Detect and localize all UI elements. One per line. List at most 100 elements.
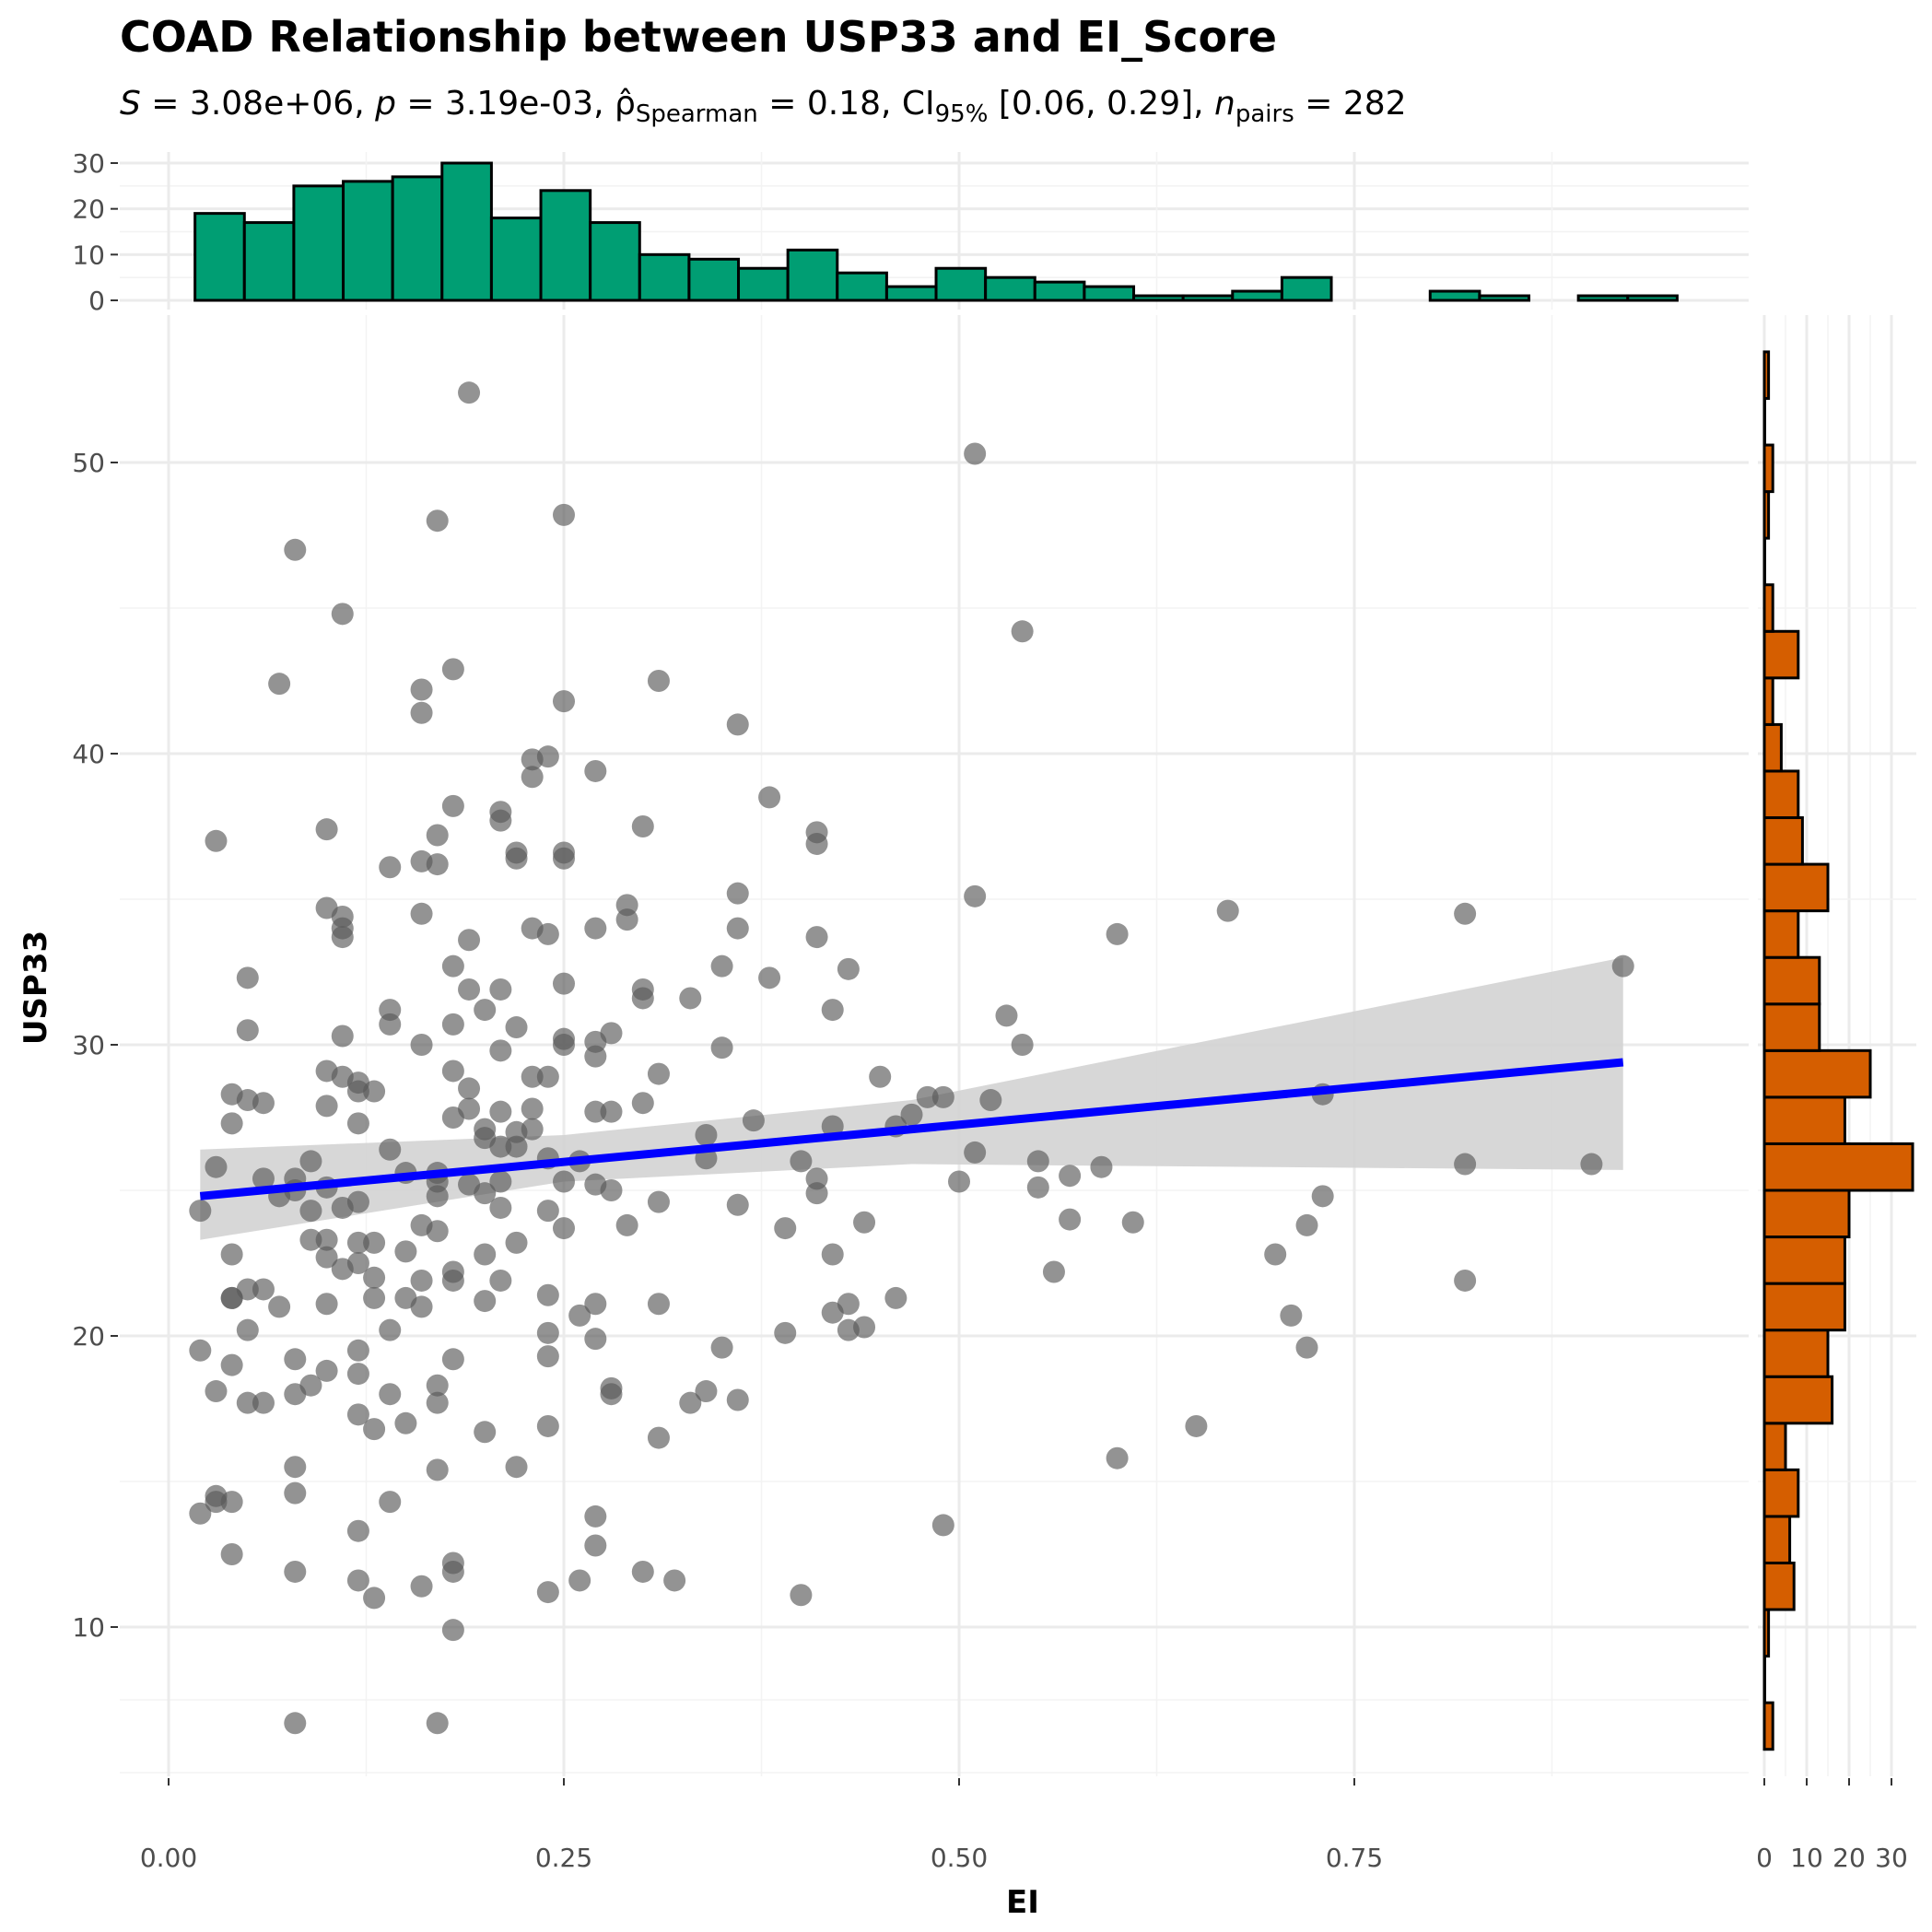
scatter-point bbox=[489, 1100, 512, 1123]
scatter-point bbox=[1011, 1034, 1034, 1056]
scatter-point bbox=[236, 1318, 259, 1341]
scatter-point bbox=[299, 1228, 322, 1251]
scatter-point bbox=[315, 1228, 338, 1251]
scatter-point bbox=[410, 902, 433, 925]
scatter-point bbox=[1454, 1269, 1477, 1292]
scatter-point bbox=[379, 1013, 402, 1036]
scatter-point bbox=[758, 786, 781, 809]
scatter-point bbox=[346, 1569, 369, 1592]
scatter-point bbox=[805, 1182, 828, 1205]
scatter-point bbox=[1090, 1155, 1113, 1178]
scatter-point bbox=[631, 815, 654, 837]
scatter-point bbox=[774, 1217, 797, 1240]
scatter-point bbox=[458, 1097, 481, 1120]
scatter-point bbox=[458, 929, 481, 952]
scatter-point bbox=[1042, 1260, 1065, 1283]
right-hist-bar bbox=[1762, 1048, 1872, 1099]
scatter-point bbox=[584, 1100, 607, 1123]
right-hist-bar bbox=[1762, 816, 1804, 866]
scatter-point bbox=[521, 1118, 544, 1141]
right-hist-bar bbox=[1762, 1655, 1766, 1704]
scatter-point bbox=[489, 1269, 512, 1292]
scatter-point bbox=[252, 1092, 275, 1115]
scatter-point bbox=[1295, 1213, 1318, 1236]
scatter-point bbox=[916, 1085, 939, 1108]
scatter-point bbox=[394, 1411, 417, 1434]
scatter-panel: 0.00 0.25 0.50 0.75 10 20 30 40 50 bbox=[72, 315, 1749, 1873]
scatter-point bbox=[1311, 1185, 1334, 1208]
scatter-point bbox=[346, 1363, 369, 1386]
top-hist-bar bbox=[1478, 294, 1531, 302]
scatter-point bbox=[553, 503, 575, 526]
scatter-point bbox=[600, 1376, 623, 1399]
right-hist-bar bbox=[1762, 1375, 1834, 1425]
scatter-point bbox=[505, 1231, 528, 1254]
scatter-point bbox=[441, 1060, 464, 1083]
scatter-point bbox=[441, 1013, 464, 1036]
scatter-point bbox=[553, 690, 575, 713]
subtitle-s-value: = 3.08e+06, bbox=[141, 85, 375, 123]
top-hist-bar bbox=[934, 266, 988, 302]
scatter-point bbox=[379, 1138, 402, 1161]
scatter-point bbox=[536, 922, 559, 945]
top-hist-bar bbox=[1428, 289, 1481, 302]
scatter-point bbox=[568, 1304, 591, 1327]
scatter-point bbox=[474, 1290, 497, 1313]
scatter-point bbox=[1454, 902, 1477, 925]
top-hist-bar bbox=[884, 285, 938, 302]
scatter-point bbox=[363, 1587, 386, 1610]
scatter-point bbox=[631, 987, 654, 1010]
scatter-point bbox=[821, 1243, 844, 1266]
y-tick-label: 30 bbox=[72, 1030, 105, 1060]
scatter-point bbox=[363, 1266, 386, 1289]
scatter-point bbox=[410, 1295, 433, 1318]
scatter-point bbox=[441, 1260, 464, 1283]
scatter-point bbox=[995, 1004, 1018, 1027]
top-hist-bar bbox=[489, 217, 543, 302]
scatter-point bbox=[695, 1123, 718, 1146]
scatter-point bbox=[331, 603, 354, 626]
scatter-point bbox=[189, 1502, 212, 1525]
scatter-point bbox=[346, 1190, 369, 1213]
scatter-point bbox=[553, 1034, 575, 1056]
scatter-point bbox=[679, 987, 702, 1010]
scatter-point bbox=[853, 1316, 876, 1339]
scatter-point bbox=[299, 1200, 322, 1223]
top-histogram-panel: 0 10 20 30 bbox=[72, 148, 1749, 316]
scatter-point bbox=[964, 442, 987, 465]
scatter-point bbox=[284, 1481, 307, 1505]
scatter-point bbox=[505, 1456, 528, 1479]
subtitle-n-value: = 282 bbox=[1294, 85, 1407, 123]
scatter-point bbox=[315, 818, 338, 841]
scatter-point bbox=[379, 856, 402, 879]
right-hist-bar bbox=[1762, 862, 1830, 913]
scatter-point bbox=[410, 1034, 433, 1056]
subtitle-s-label: S bbox=[120, 85, 141, 123]
right-hist-bar bbox=[1762, 536, 1766, 587]
chart-title: COAD Relationship between USP33 and EI_S… bbox=[120, 12, 1277, 62]
right-hist-bar bbox=[1762, 1515, 1792, 1564]
scatter-point bbox=[536, 1283, 559, 1306]
scatter-point bbox=[426, 1712, 449, 1735]
scatter-point bbox=[441, 794, 464, 817]
scatter-point bbox=[758, 966, 781, 989]
scatter-point bbox=[236, 1391, 259, 1414]
scatter-point bbox=[663, 1569, 686, 1592]
scatter-point bbox=[426, 824, 449, 847]
scatter-point bbox=[536, 1321, 559, 1344]
subtitle-p-label: p bbox=[374, 85, 396, 123]
scatter-point bbox=[710, 954, 733, 978]
scatter-point bbox=[600, 1100, 623, 1123]
scatter-point bbox=[584, 759, 607, 782]
scatter-point bbox=[647, 1190, 670, 1213]
y-tick-label: 40 bbox=[72, 739, 105, 769]
subtitle-rho-symbol: ρ̂ bbox=[615, 85, 636, 123]
right-hist-bar bbox=[1762, 629, 1800, 680]
y-tick-label: 50 bbox=[72, 448, 105, 478]
scatter-point bbox=[189, 1200, 212, 1223]
right-hist-bar bbox=[1762, 350, 1771, 400]
scatter-point bbox=[363, 1231, 386, 1254]
scatter-point bbox=[284, 538, 307, 561]
scatter-point bbox=[346, 1403, 369, 1426]
scatter-point bbox=[410, 1575, 433, 1598]
